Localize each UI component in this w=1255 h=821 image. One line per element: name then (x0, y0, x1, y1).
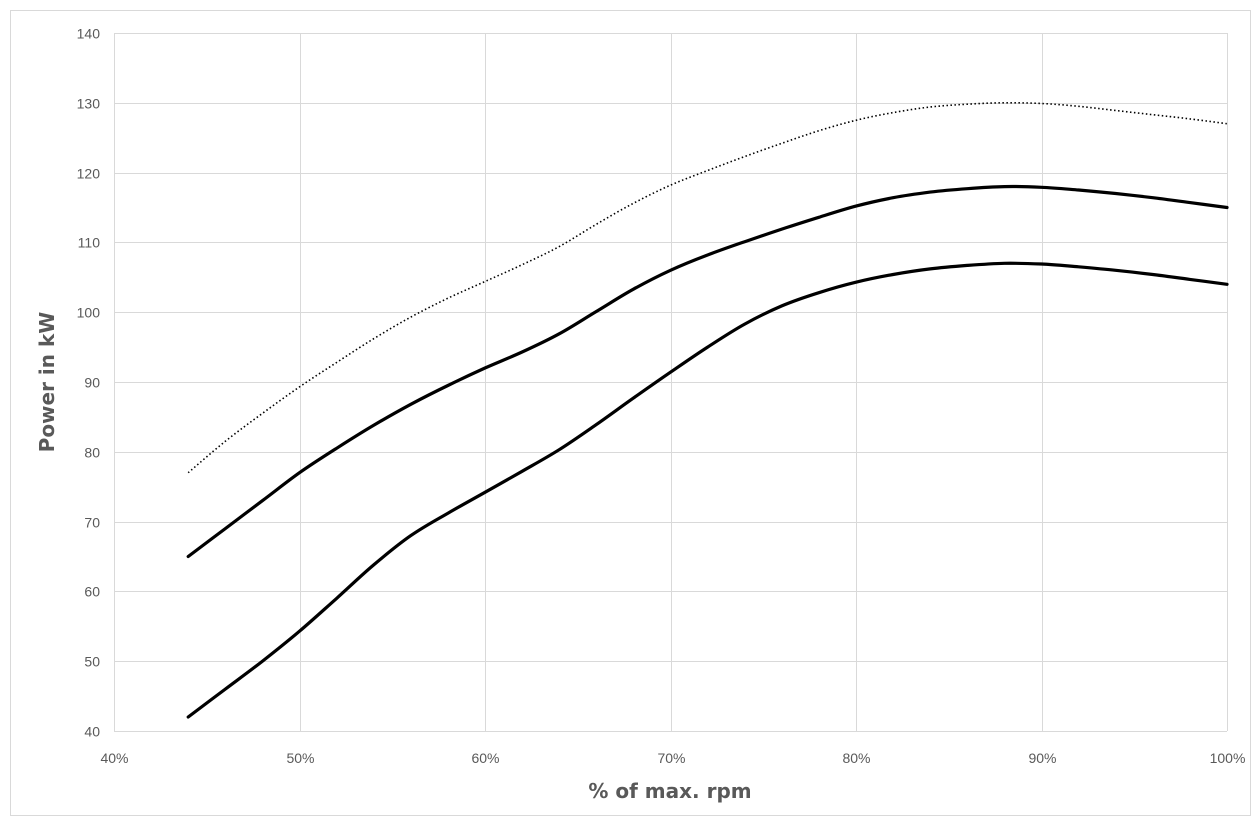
y-axis-ticks: 40 50 60 70 80 90 100 110 120 130 140 (77, 26, 101, 740)
y-tick-label: 120 (77, 166, 101, 182)
x-tick-label: 60% (471, 750, 499, 766)
dotted-series-line (187, 101, 1228, 474)
x-tick-label: 40% (100, 750, 128, 766)
x-tick-label: 100% (1210, 750, 1246, 766)
x-tick-label: 70% (657, 750, 685, 766)
solid-series-line-2 (186, 261, 1229, 719)
x-tick-label: 50% (286, 750, 314, 766)
y-tick-label: 60 (84, 584, 100, 600)
x-axis-ticks: 40% 50% 60% 70% 80% 90% 100% (100, 750, 1245, 766)
y-tick-label: 130 (77, 96, 101, 112)
series-lines (186, 101, 1229, 719)
gridlines (114, 33, 1228, 732)
x-tick-label: 90% (1028, 750, 1056, 766)
y-tick-label: 90 (84, 375, 100, 391)
y-tick-label: 50 (84, 654, 100, 670)
y-tick-label: 70 (84, 515, 100, 531)
x-tick-label: 80% (842, 750, 870, 766)
x-axis-title: % of max. rpm (588, 779, 751, 803)
y-tick-label: 110 (78, 235, 101, 251)
y-tick-label: 40 (84, 724, 100, 740)
y-tick-label: 140 (77, 26, 101, 42)
chart-frame (10, 10, 1251, 816)
y-tick-label: 80 (84, 445, 100, 461)
solid-series-line-1 (186, 184, 1229, 559)
y-tick-label: 100 (77, 305, 101, 321)
y-axis-title: Power in kW (35, 312, 59, 453)
